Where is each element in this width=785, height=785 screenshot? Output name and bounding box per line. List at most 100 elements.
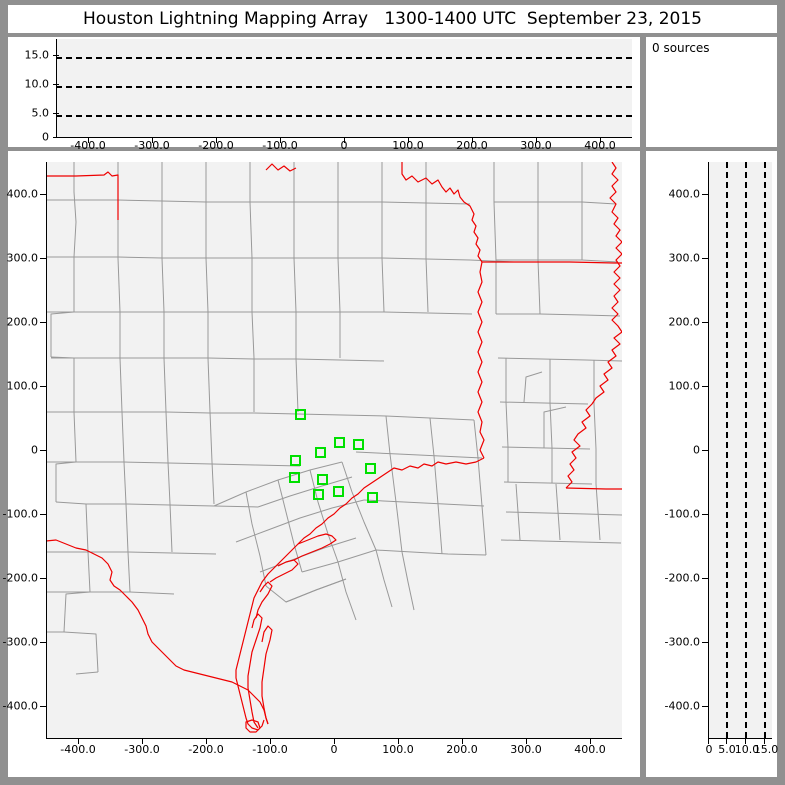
station-marker[interactable] (290, 455, 301, 466)
tick-y--200 (40, 578, 46, 579)
map-y-axis (46, 162, 47, 738)
east-ylabel-100: 100.0 (668, 379, 701, 393)
station-marker[interactable] (367, 492, 378, 503)
map-ylabel-100: 100.0 (6, 379, 39, 393)
map-ylabel--300: -300.0 (2, 635, 38, 649)
east-x-axis (708, 738, 772, 739)
east-ylabel--200: -200.0 (664, 571, 700, 585)
tick-y-300 (40, 258, 46, 259)
map-xlabel-200: 200.0 (446, 743, 478, 756)
tick-y-10 (53, 84, 59, 85)
xlabel-100: 100.0 (392, 139, 424, 152)
map-tick-x-200 (462, 738, 463, 744)
xlabel-200: 200.0 (456, 139, 488, 152)
station-marker[interactable] (317, 474, 328, 485)
gridline-x-15 (764, 162, 766, 738)
map-xlabel--400: -400.0 (60, 743, 96, 756)
tick-x-200 (472, 137, 473, 143)
station-marker[interactable] (333, 486, 344, 497)
station-marker[interactable] (289, 472, 300, 483)
tick-y--300 (40, 642, 46, 643)
map-ylabel--200: -200.0 (2, 571, 38, 585)
gridline-x-5 (726, 162, 728, 738)
time-height-plot-area[interactable] (56, 39, 632, 137)
tick-x-300 (536, 137, 537, 143)
map-ylabel-0: 0 (31, 443, 38, 457)
plan-view-plot-area[interactable] (46, 162, 622, 738)
station-marker[interactable] (334, 437, 345, 448)
east-tick-y--400 (702, 706, 708, 707)
map-ylabel--100: -100.0 (2, 507, 38, 521)
east-ylabel--400: -400.0 (664, 699, 700, 713)
map-ylabel-300: 300.0 (6, 251, 39, 265)
station-marker[interactable] (295, 409, 306, 420)
east-tick-y--300 (702, 642, 708, 643)
east-tick-x-10 (745, 738, 746, 744)
tick-x--100 (280, 137, 281, 143)
ylabel-0: 0 (42, 130, 49, 144)
gridline-x-10 (745, 162, 747, 738)
time-height-panel: 15.0 10.0 5.0 0 -400.0 -300.0 -200.0 -10… (8, 37, 640, 152)
tick-x-100 (408, 137, 409, 143)
east-ylabel-400: 400.0 (668, 187, 701, 201)
east-y-axis (708, 162, 709, 738)
source-count-panel: 0 sources (646, 37, 777, 147)
east-ylabel-300: 300.0 (668, 251, 701, 265)
ylabel-10: 10.0 (24, 77, 50, 91)
east-ylabel--100: -100.0 (664, 507, 700, 521)
map-geography (46, 162, 622, 733)
xlabel--100: -100.0 (262, 139, 298, 152)
lma-station-markers (289, 409, 378, 503)
xlabel-0: 0 (340, 139, 348, 152)
ylabel-5: 5.0 (31, 106, 50, 120)
tick-y--400 (40, 706, 46, 707)
map-tick-x--200 (206, 738, 207, 744)
source-count-label: 0 sources (652, 41, 710, 55)
xlabel--300: -300.0 (134, 139, 170, 152)
map-tick-x-300 (526, 738, 527, 744)
map-tick-x-400 (590, 738, 591, 744)
east-xlabel-5: 5.0 (718, 743, 736, 756)
east-tick-x-0 (708, 738, 709, 744)
gridline-10 (56, 86, 632, 88)
map-xlabel-300: 300.0 (510, 743, 542, 756)
east-tick-x-15 (764, 738, 765, 744)
map-ylabel-400: 400.0 (6, 187, 39, 201)
map-ylabel--400: -400.0 (2, 699, 38, 713)
map-tick-x--300 (142, 738, 143, 744)
station-marker[interactable] (365, 463, 376, 474)
map-xlabel-400: 400.0 (574, 743, 606, 756)
station-marker[interactable] (315, 447, 326, 458)
map-tick-x-0 (334, 738, 335, 744)
east-tick-y-200 (702, 322, 708, 323)
east-xlabel-0: 0 (705, 743, 713, 756)
map-tick-x--100 (270, 738, 271, 744)
tick-y--100 (40, 514, 46, 515)
east-tick-x-5 (726, 738, 727, 744)
map-tick-x--400 (78, 738, 79, 744)
tick-y-0 (40, 450, 46, 451)
plan-view-map-panel: 400.0 300.0 200.0 100.0 0 -100.0 -200.0 … (3, 151, 640, 777)
east-ylabel-0: 0 (693, 443, 700, 457)
station-marker[interactable] (353, 439, 364, 450)
east-tick-y-100 (702, 386, 708, 387)
tick-y-200 (40, 322, 46, 323)
height-east-plot-area[interactable] (708, 162, 772, 738)
east-ylabel-200: 200.0 (668, 315, 701, 329)
xlabel--200: -200.0 (198, 139, 234, 152)
east-xlabel-15: 15.0 (753, 743, 779, 756)
east-tick-y-0 (702, 450, 708, 451)
map-xlabel--100: -100.0 (252, 743, 288, 756)
tick-y-0 (53, 137, 59, 138)
gridline-15 (56, 57, 632, 59)
east-xlabel-10: 10.0 (734, 743, 760, 756)
map-ylabel-200: 200.0 (6, 315, 39, 329)
east-tick-y-300 (702, 258, 708, 259)
east-tick-y--100 (702, 514, 708, 515)
xlabel--400: -400.0 (70, 139, 106, 152)
station-marker[interactable] (313, 489, 324, 500)
height-vs-east-panel: 400.0 300.0 200.0 100.0 0 -100.0 -200.0 … (646, 151, 779, 777)
tick-x--400 (88, 137, 89, 143)
time-y-axis (56, 39, 57, 137)
